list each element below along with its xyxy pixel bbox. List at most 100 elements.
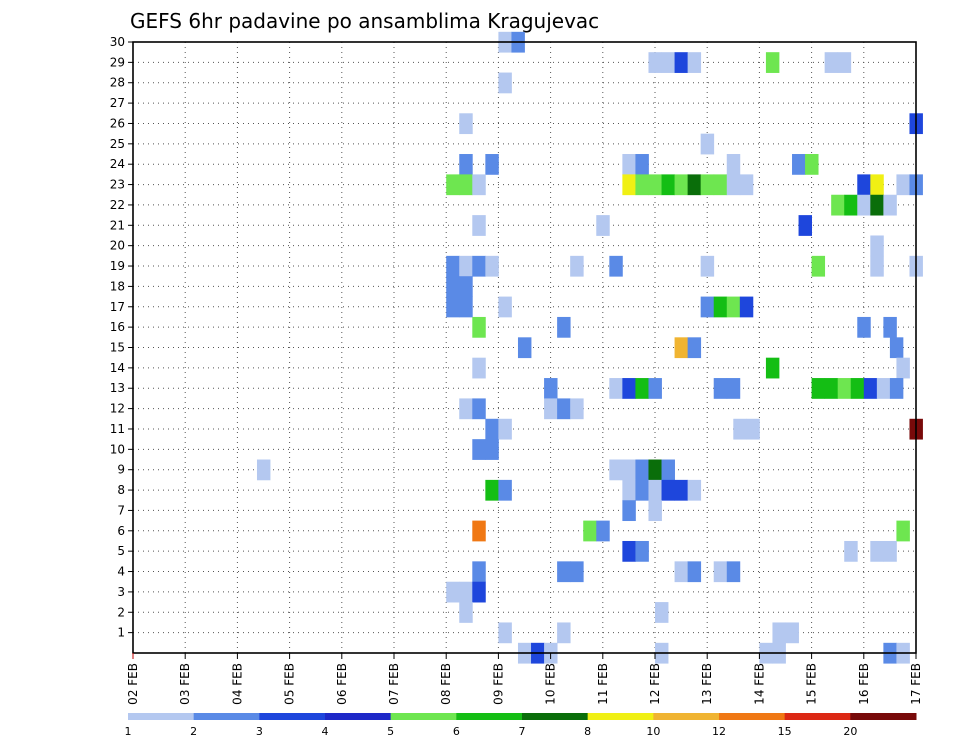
legend-swatch: [653, 713, 720, 720]
precip-cell: [870, 540, 884, 562]
precip-cell: [485, 418, 499, 440]
precip-cell: [498, 418, 512, 440]
precip-cell: [544, 378, 558, 399]
precip-cell: [609, 255, 623, 277]
precip-cell: [687, 337, 702, 359]
precip-cell: [870, 235, 884, 257]
y-tick-label: 14: [110, 361, 125, 375]
precip-cell: [485, 479, 499, 501]
legend-swatch: [719, 713, 786, 720]
y-tick-label: 2: [117, 605, 125, 619]
precip-cell: [792, 154, 806, 175]
legend-swatch: [850, 713, 917, 720]
y-tick-label: 25: [110, 137, 125, 151]
y-tick-label: 28: [110, 76, 125, 90]
precip-cell: [498, 296, 512, 318]
y-tick-label: 26: [110, 116, 125, 130]
precip-cell: [824, 378, 839, 399]
precip-cell: [674, 561, 689, 583]
legend-swatch: [193, 713, 260, 720]
y-tick-label: 13: [110, 381, 125, 395]
precip-cell: [459, 276, 473, 297]
precip-cell: [596, 215, 610, 236]
x-tick-label: 12 FEB: [648, 663, 662, 705]
precip-cell: [459, 581, 473, 603]
precip-cell: [609, 378, 623, 399]
precip-cell: [622, 459, 636, 481]
precip-cell: [570, 561, 584, 583]
precip-cell: [674, 479, 689, 501]
precip-cell: [472, 561, 486, 583]
precip-cell: [596, 520, 610, 542]
precip-cell: [459, 296, 473, 318]
precip-cell: [831, 194, 845, 216]
data-cells: [256, 31, 923, 664]
y-tick-label: 17: [110, 300, 125, 314]
precip-cell: [622, 154, 636, 175]
precip-cell: [687, 479, 702, 501]
precip-cell: [622, 378, 636, 399]
x-tick-label: 16 FEB: [857, 663, 871, 705]
legend-swatch: [587, 713, 654, 720]
y-tick-label: 22: [110, 198, 125, 212]
y-tick-label: 21: [110, 218, 125, 232]
y-tick-label: 5: [117, 544, 125, 558]
precip-cell: [498, 622, 512, 644]
legend-swatch: [259, 713, 326, 720]
color-legend: 1 2 3 4 5 6 7 8 10 12 15 20: [125, 713, 917, 738]
x-tick-label: 05 FEB: [283, 663, 297, 705]
y-tick-label: 10: [110, 442, 125, 456]
x-axis: 02 FEB 03 FEB 04 FEB 05 FEB 06 FEB 07 FEB 08 F…: [126, 653, 923, 705]
precip-cell: [870, 174, 884, 196]
precip-cell: [472, 316, 486, 338]
precip-cell: [472, 520, 486, 542]
precip-cell: [883, 194, 897, 216]
legend-swatch: [128, 713, 195, 720]
precip-cell: [726, 296, 741, 318]
y-tick-label: 4: [117, 565, 125, 579]
precip-cell: [648, 174, 662, 196]
precip-cell: [687, 52, 702, 73]
precip-cell: [459, 174, 473, 196]
precip-cell: [622, 500, 636, 522]
precip-cell: [648, 479, 662, 501]
precip-cell: [889, 378, 904, 399]
precip-cell: [485, 255, 499, 277]
y-tick-label: 29: [110, 55, 125, 69]
precip-cell: [674, 174, 689, 196]
precip-cell: [557, 316, 571, 338]
y-tick-label: 24: [110, 157, 125, 171]
legend-label: 4: [322, 725, 329, 738]
precip-cell: [739, 296, 754, 318]
precip-cell: [739, 174, 754, 196]
precip-cell: [837, 52, 852, 73]
y-tick-label: 30: [110, 35, 125, 49]
precip-cell: [765, 357, 780, 379]
y-tick-label: 19: [110, 259, 125, 273]
precip-cell: [726, 154, 741, 175]
legend-label: 12: [712, 725, 726, 738]
precip-cell: [472, 439, 486, 460]
precip-cell: [485, 154, 499, 175]
legend-label: 15: [778, 725, 792, 738]
x-tick-label: 06 FEB: [335, 663, 349, 705]
precip-cell: [811, 378, 826, 399]
precip-cell: [622, 174, 636, 196]
precip-cell: [713, 561, 728, 583]
precip-cell: [798, 215, 812, 236]
precip-cell: [655, 602, 669, 623]
y-tick-label: 20: [110, 239, 125, 253]
y-tick-label: 16: [110, 320, 125, 334]
y-tick-label: 7: [117, 503, 125, 517]
precip-cell: [687, 174, 702, 196]
precip-cell: [622, 479, 636, 501]
precip-cell: [583, 520, 597, 542]
precip-cell: [811, 255, 826, 277]
legend-label: 1: [125, 725, 132, 738]
y-tick-label: 9: [117, 463, 125, 477]
precip-cell: [805, 154, 819, 175]
precip-cell: [459, 154, 473, 175]
precip-cell: [661, 459, 675, 481]
precip-cell: [648, 378, 662, 399]
y-tick-label: 12: [110, 402, 125, 416]
